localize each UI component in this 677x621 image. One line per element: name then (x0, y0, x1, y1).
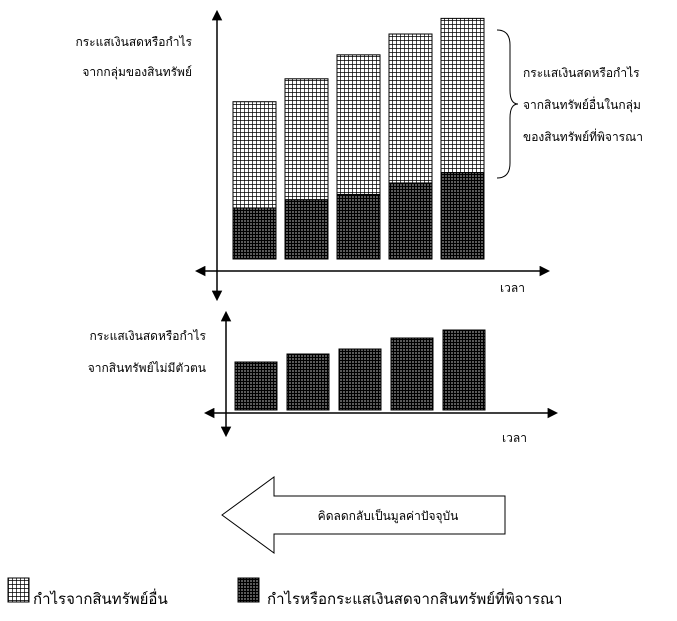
brace-label-line-1: กระแสเงินสดหรือกำไร (523, 66, 640, 80)
brace-label-line-2: จากสินทรัพย์อื่นในกลุ่ม (523, 96, 641, 113)
bottom-ylabel-line-2: จากสินทรัพย์ไม่มีตัวตน (88, 361, 206, 375)
top-xlabel: เวลา (500, 281, 525, 295)
legend: กำไรจากสินทรัพย์อื่น กำไรหรือกระแสเงินสด… (8, 578, 562, 608)
bar-other-assets-4 (389, 34, 432, 183)
brace (497, 30, 518, 178)
bar-considered-asset-1 (233, 208, 276, 259)
bar-considered-asset-4 (389, 183, 432, 259)
discount-arrow: คิดลดกลับเป็นมูลค่าปัจจุบัน (222, 477, 505, 553)
bar-considered-asset-3 (337, 194, 380, 259)
bar-intangible-2 (287, 354, 329, 410)
legend-label-considered-asset: กำไรหรือกระแสเงินสดจากสินทรัพย์ที่พิจารณ… (267, 588, 562, 608)
legend-swatch-other-assets (8, 578, 29, 602)
bar-considered-asset-5 (441, 173, 484, 259)
bottom-ylabel-line-1: กระแสเงินสดหรือกำไร (89, 329, 206, 343)
bar-intangible-5 (443, 330, 485, 410)
bar-other-assets-3 (337, 55, 380, 195)
top-ylabel-line-1: กระแสเงินสดหรือกำไร (75, 35, 192, 49)
top-chart: กระแสเงินสดหรือกำไร จากกลุ่มของสินทรัพย์… (75, 12, 643, 299)
bar-other-assets-2 (285, 79, 328, 200)
discount-arrow-label: คิดลดกลับเป็นมูลค่าปัจจุบัน (318, 508, 459, 524)
bar-other-assets-5 (441, 18, 484, 172)
top-bars (233, 18, 484, 259)
bar-intangible-4 (391, 338, 433, 410)
legend-swatch-considered-asset (238, 578, 259, 602)
brace-label-line-3: ของสินทรัพย์ที่พิจารณา (523, 128, 643, 144)
top-ylabel-line-2: จากกลุ่มของสินทรัพย์ (82, 65, 192, 80)
bottom-chart: กระแสเงินสดหรือกำไร จากสินทรัพย์ไม่มีตัว… (88, 313, 556, 445)
legend-label-other-assets: กำไรจากสินทรัพย์อื่น (33, 588, 168, 608)
bar-considered-asset-2 (285, 200, 328, 259)
bar-other-assets-1 (233, 102, 276, 208)
bar-intangible-3 (339, 349, 381, 410)
bottom-bars (235, 330, 485, 410)
bar-intangible-1 (235, 362, 277, 410)
bottom-xlabel: เวลา (502, 431, 527, 445)
